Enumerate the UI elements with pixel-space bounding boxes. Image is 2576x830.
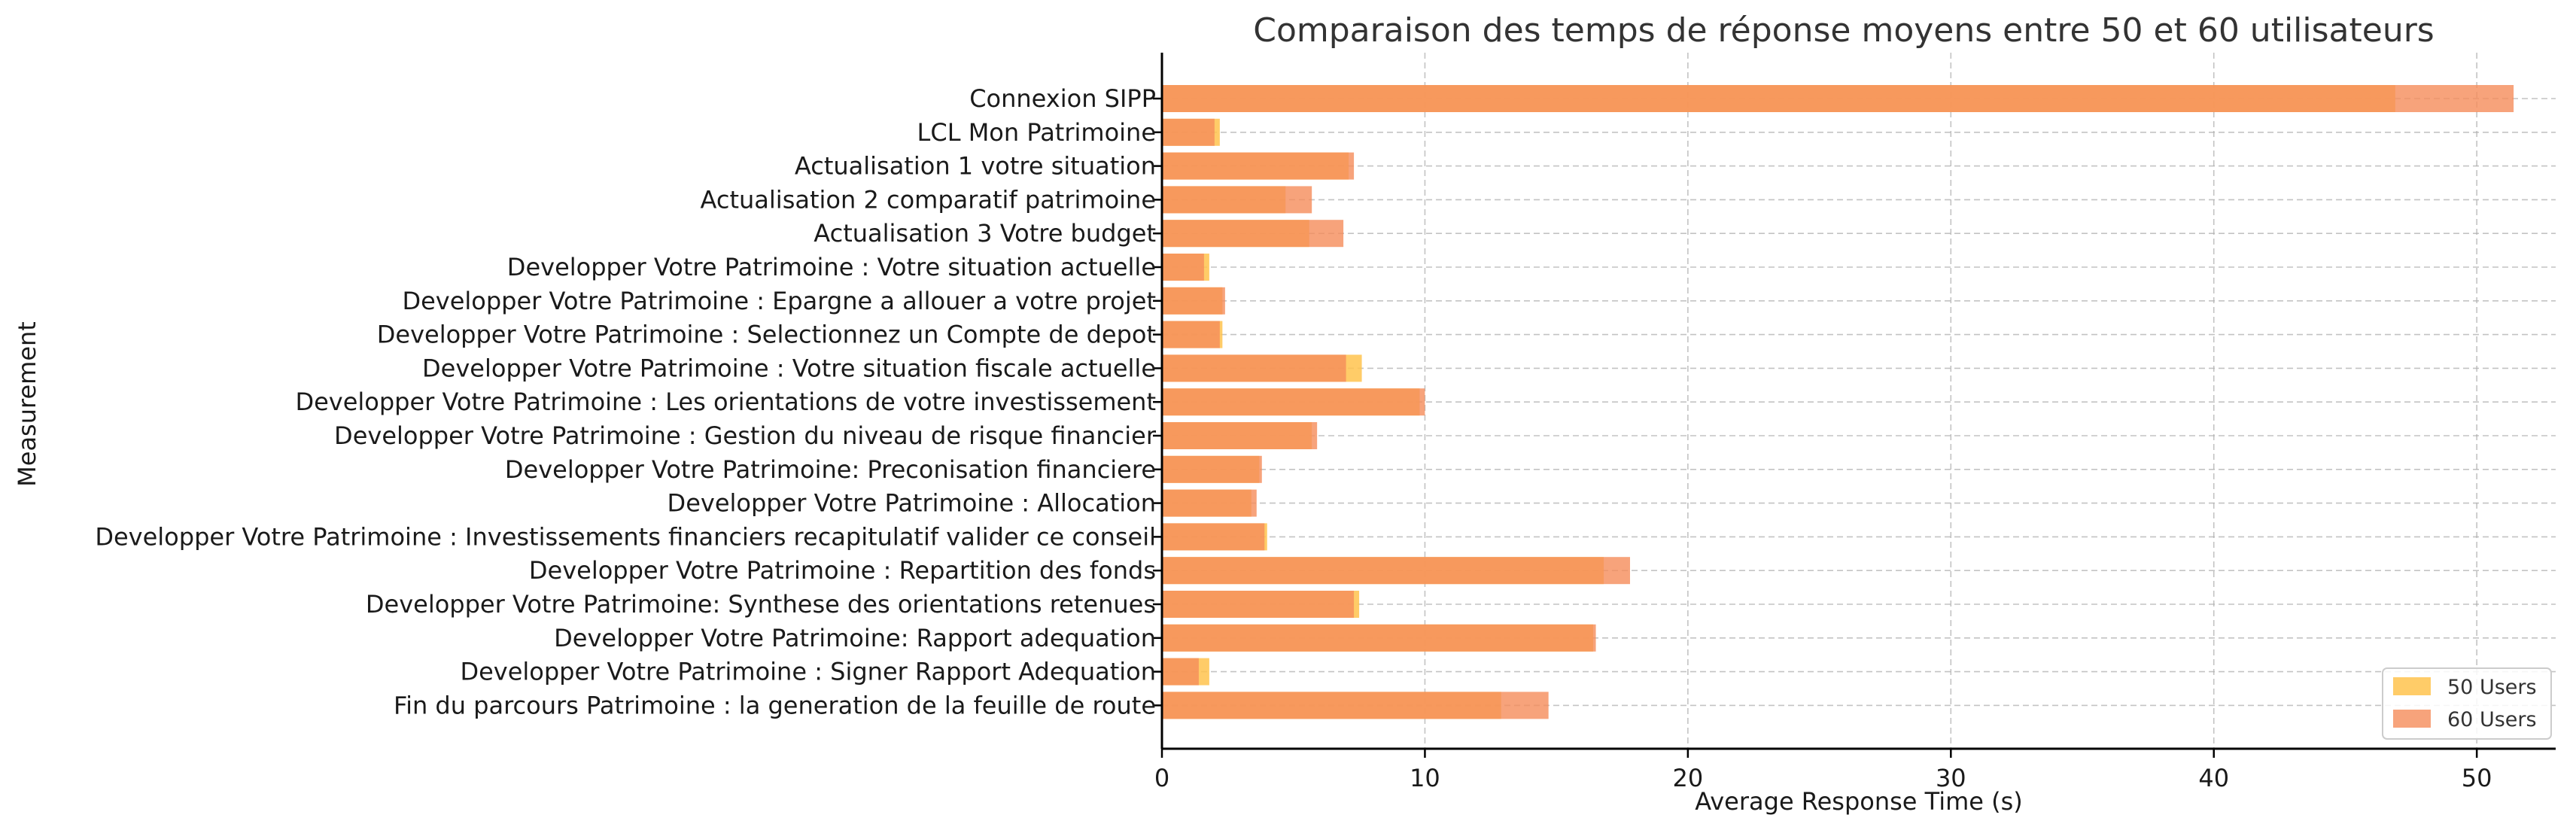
- y-axis-label: Measurement: [13, 321, 41, 487]
- y-tick-label: Developper Votre Patrimoine : Selectionn…: [377, 321, 1156, 349]
- chart-title: Comparaison des temps de réponse moyens …: [1253, 11, 2434, 50]
- legend-swatch-60-users: [2393, 710, 2431, 728]
- y-tick-label: Developper Votre Patrimoine : Votre situ…: [507, 253, 1156, 281]
- bar-60-users-6: [1162, 287, 1225, 315]
- bar-60-users-17: [1162, 658, 1199, 686]
- bar-60-users-14: [1162, 557, 1630, 585]
- y-tick-label: Developper Votre Patrimoine: Rapport ade…: [554, 624, 1156, 652]
- x-tick-label: 10: [1410, 764, 1440, 792]
- bar-60-users-5: [1162, 254, 1204, 281]
- y-tick-label: Developper Votre Patrimoine : Repartitio…: [529, 556, 1156, 585]
- x-tick-label: 40: [2198, 764, 2229, 792]
- x-tick-labels: 0 10 20 30 40 50: [1154, 749, 2492, 792]
- x-tick-label: 30: [1936, 764, 1966, 792]
- bar-60-users-18: [1162, 692, 1549, 719]
- y-tick-label: Developper Votre Patrimoine : Signer Rap…: [460, 658, 1156, 686]
- bar-60-users-15: [1162, 591, 1355, 618]
- y-tick-label: LCL Mon Patrimoine: [917, 118, 1156, 147]
- bar-60-users-8: [1162, 354, 1346, 382]
- x-tick-label: 50: [2462, 764, 2492, 792]
- y-tick-label: Actualisation 2 comparatif patrimoine: [701, 185, 1156, 214]
- y-tick-label: Developper Votre Patrimoine: Preconisati…: [505, 455, 1156, 484]
- y-tick-label: Developper Votre Patrimoine : Investisse…: [95, 522, 1156, 551]
- legend: 50 Users 60 Users: [2382, 667, 2552, 740]
- y-tick-label: Actualisation 3 Votre budget: [814, 219, 1156, 248]
- axes: [1160, 53, 2556, 750]
- bar-60-users-9: [1162, 388, 1425, 416]
- legend-label-60-users: 60 Users: [2447, 708, 2537, 731]
- grid: [1162, 53, 2556, 749]
- bar-60-users-13: [1162, 523, 1265, 551]
- y-tick-label: Fin du parcours Patrimoine : la generati…: [394, 691, 1156, 719]
- y-tick-label: Developper Votre Patrimoine : Votre situ…: [422, 354, 1156, 382]
- x-axis-label: Average Response Time (s): [1695, 787, 2023, 816]
- y-tick-label: Developper Votre Patrimoine : Gestion du…: [334, 421, 1157, 450]
- y-tick-label: Connexion SIPP: [969, 84, 1156, 113]
- x-tick-label: 20: [1673, 764, 1704, 792]
- x-tick-label: 0: [1154, 764, 1169, 792]
- bars: [1162, 85, 2514, 719]
- bar-60-users-0: [1162, 85, 2514, 112]
- bar-60-users-10: [1162, 422, 1318, 449]
- y-tick-label: Actualisation 1 votre situation: [795, 152, 1156, 181]
- legend-swatch-50-users: [2393, 677, 2431, 695]
- bar-60-users-4: [1162, 220, 1344, 248]
- bar-60-users-11: [1162, 455, 1262, 483]
- bar-60-users-7: [1162, 321, 1220, 348]
- bar-60-users-12: [1162, 489, 1257, 517]
- bar-60-users-2: [1162, 152, 1355, 180]
- y-tick-label: Developper Votre Patrimoine : Allocation: [668, 489, 1156, 518]
- bar-60-users-3: [1162, 186, 1312, 214]
- y-tick-label: Developper Votre Patrimoine : Epargne a …: [402, 287, 1156, 315]
- legend-label-50-users: 50 Users: [2447, 676, 2537, 699]
- bar-60-users-1: [1162, 118, 1215, 146]
- bar-60-users-16: [1162, 624, 1596, 652]
- y-tick-label: Developper Votre Patrimoine: Synthese de…: [366, 590, 1156, 619]
- y-tick-label: Developper Votre Patrimoine : Les orient…: [295, 388, 1156, 416]
- y-tick-labels: Connexion SIPP LCL Mon Patrimoine Actualis…: [95, 84, 1162, 719]
